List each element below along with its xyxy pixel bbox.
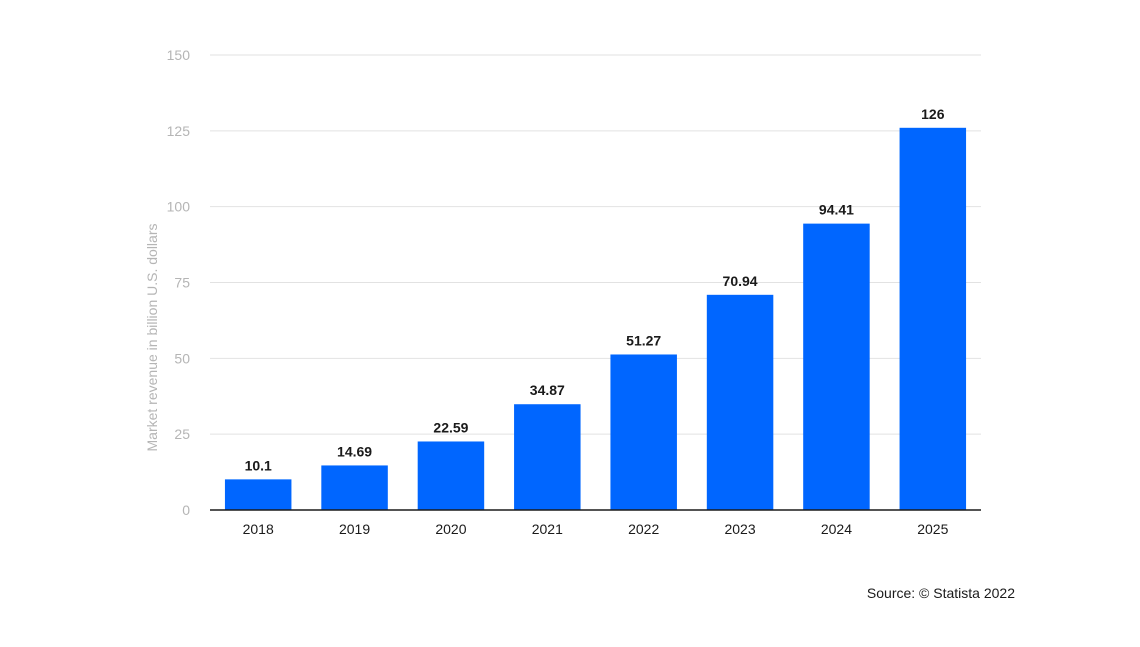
bar-2024 (803, 223, 870, 511)
data-label-2019: 14.69 (337, 443, 372, 459)
x-tick-label-2021: 2021 (532, 521, 563, 537)
x-tick-label-2024: 2024 (821, 521, 852, 537)
y-tick-label: 100 (167, 199, 191, 215)
y-tick-label: 50 (174, 350, 190, 366)
y-tick-label: 125 (167, 123, 191, 139)
bar-2019 (321, 465, 388, 510)
data-label-2024: 94.41 (819, 202, 854, 218)
y-tick-label: 150 (167, 47, 191, 63)
data-label-2018: 10.1 (245, 457, 272, 473)
y-axis-ticks: 0 25 50 75 100 125 150 (167, 47, 191, 518)
x-tick-label-2023: 2023 (724, 521, 755, 537)
x-tick-label-2025: 2025 (917, 521, 948, 537)
bars (224, 127, 967, 511)
x-axis-ticks: 2018 2019 2020 2021 2022 2023 2024 2025 (243, 521, 949, 537)
data-label-2021: 34.87 (530, 382, 565, 398)
bar-2018 (224, 479, 292, 510)
bar-2025 (899, 127, 967, 511)
data-label-2025: 126 (921, 106, 945, 122)
data-labels: 10.1 14.69 22.59 34.87 51.27 70.94 94.41 126 (245, 106, 945, 474)
y-tick-label: 0 (182, 502, 190, 518)
bar-2021 (514, 404, 581, 510)
bar-2022 (610, 354, 677, 510)
x-tick-label-2019: 2019 (339, 521, 370, 537)
bar-2020 (417, 441, 485, 510)
source-note: Source: © Statista 2022 (866, 585, 1015, 601)
y-tick-label: 25 (174, 426, 190, 442)
y-tick-label: 75 (174, 275, 190, 291)
x-tick-label-2020: 2020 (435, 521, 466, 537)
x-tick-label-2018: 2018 (243, 521, 274, 537)
data-label-2023: 70.94 (723, 273, 758, 289)
data-label-2022: 51.27 (626, 332, 661, 348)
x-tick-label-2022: 2022 (628, 521, 659, 537)
data-label-2020: 22.59 (433, 419, 468, 435)
y-axis-title: Market revenue in billion U.S. dollars (144, 224, 160, 452)
bar-2023 (706, 294, 774, 510)
